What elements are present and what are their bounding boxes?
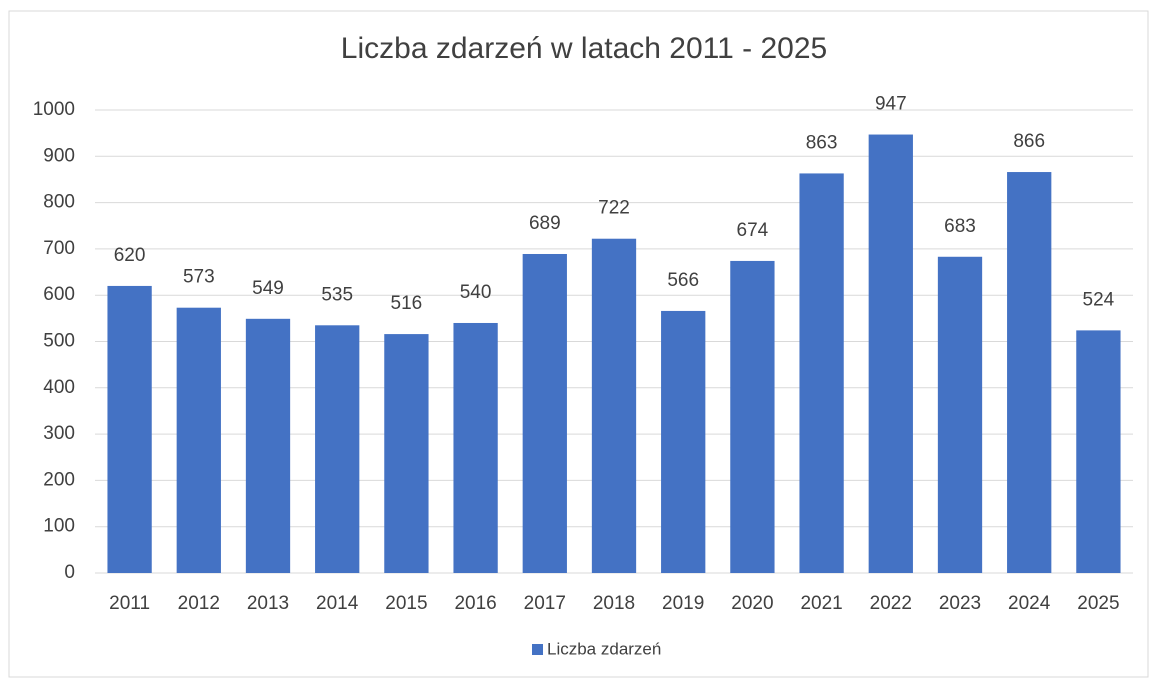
x-tick-label: 2012: [178, 593, 220, 614]
data-label: 516: [391, 293, 423, 314]
data-label: 573: [183, 267, 215, 288]
x-tick-label: 2021: [800, 593, 842, 614]
y-tick-label: 200: [43, 469, 75, 490]
x-tick-label: 2016: [454, 593, 496, 614]
data-label: 620: [114, 245, 146, 266]
x-tick-label: 2011: [109, 593, 150, 614]
bar: [868, 134, 913, 573]
y-tick-label: 500: [43, 331, 75, 352]
data-label: 863: [806, 132, 838, 153]
bar: [315, 325, 360, 573]
x-tick-label: 2024: [1008, 593, 1051, 614]
bar: [661, 310, 706, 573]
x-tick-label: 2019: [662, 593, 704, 614]
data-label: 689: [529, 213, 561, 234]
data-label: 683: [944, 216, 976, 237]
data-label: 674: [737, 220, 769, 241]
x-tick-label: 2018: [593, 593, 635, 614]
y-tick-label: 900: [43, 145, 75, 166]
x-tick-label: 2022: [870, 593, 912, 614]
y-tick-label: 700: [43, 238, 75, 259]
y-tick-label: 300: [43, 423, 75, 444]
data-label: 947: [875, 94, 907, 115]
bar: [591, 238, 637, 574]
bar: [453, 322, 498, 573]
legend-swatch: [532, 644, 543, 655]
chart-title: Liczba zdarzeń w latach 2011 - 2025: [341, 32, 827, 65]
y-tick-label: 600: [43, 284, 75, 305]
bar: [522, 253, 567, 574]
legend-label: Liczba zdarzeń: [547, 639, 661, 658]
y-tick-label: 100: [43, 516, 75, 537]
bar: [1007, 172, 1052, 574]
bar: [799, 173, 844, 573]
x-tick-label: 2020: [731, 593, 773, 614]
y-tick-label: 800: [43, 192, 75, 213]
y-tick-label: 0: [64, 562, 75, 583]
data-label: 549: [252, 278, 284, 299]
x-tick-label: 2025: [1077, 593, 1119, 614]
y-tick-label: 1000: [33, 99, 75, 120]
x-tick-label: 2023: [939, 593, 981, 614]
data-label: 866: [1013, 131, 1045, 152]
data-label: 524: [1083, 289, 1115, 310]
data-label: 722: [598, 198, 630, 219]
bar: [730, 260, 775, 573]
x-tick-label: 2017: [524, 593, 566, 614]
data-label: 535: [321, 284, 353, 305]
y-tick-label: 400: [43, 377, 75, 398]
data-label: 540: [460, 282, 492, 303]
x-tick-label: 2015: [385, 593, 427, 614]
x-tick-label: 2013: [247, 593, 289, 614]
bar: [384, 334, 429, 573]
data-label: 566: [667, 270, 699, 291]
bar: [245, 318, 291, 573]
bar: [937, 256, 983, 573]
bar: [176, 307, 221, 573]
bar: [1076, 330, 1121, 573]
bar: [107, 285, 152, 573]
x-tick-label: 2014: [316, 593, 359, 614]
